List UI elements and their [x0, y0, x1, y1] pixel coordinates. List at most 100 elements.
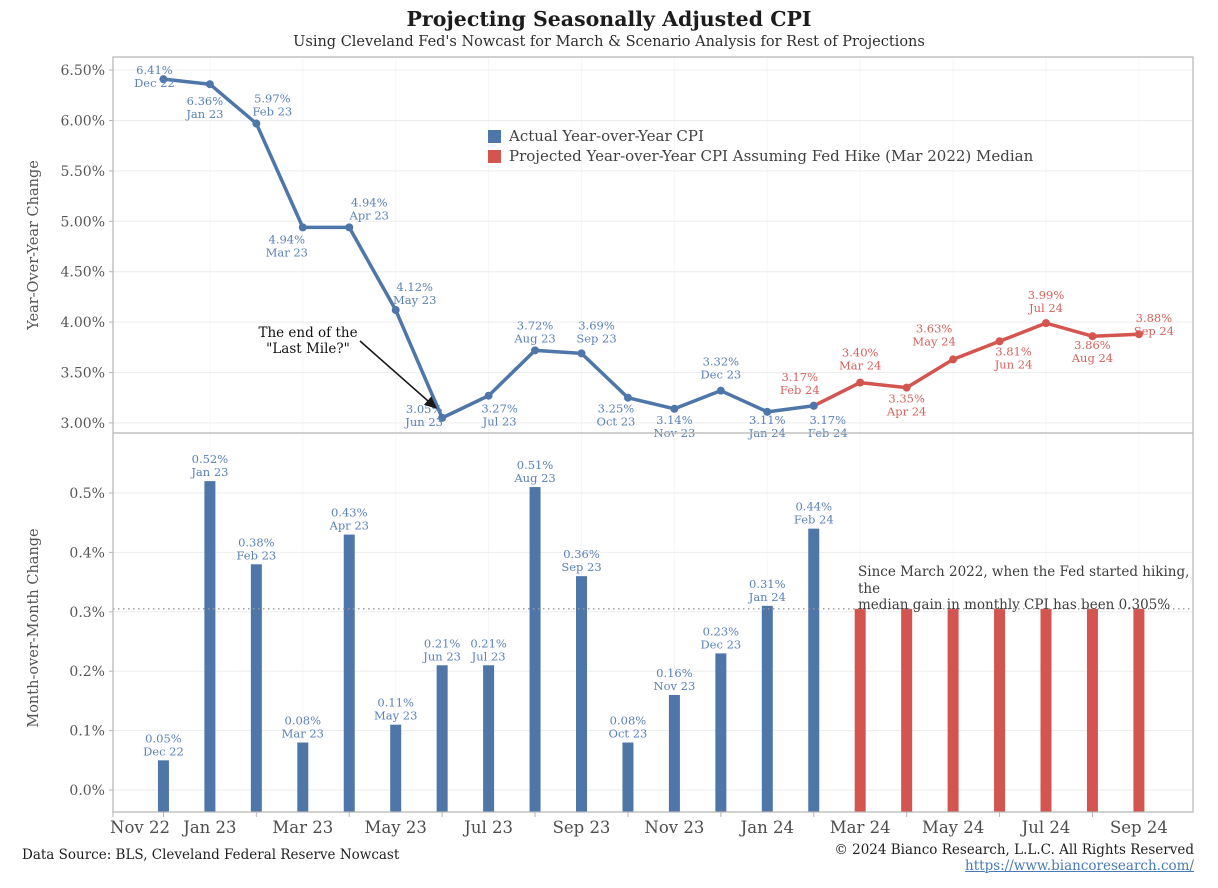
yoy-point-actual-mar-23 [298, 223, 307, 232]
mom-axis-title: Month-over-Month Change [26, 528, 42, 727]
mom-bar-value-feb-23: 0.38% [238, 535, 275, 549]
annotation-last-mile-line2: "Last Mile?" [266, 341, 350, 357]
x-tick-label-jul-24: Jul 24 [1020, 818, 1071, 837]
mom-bar-month-feb-23: Feb 23 [236, 548, 276, 562]
yoy-label-value-actual-dec-22: 6.41% [136, 63, 173, 77]
yoy-label-value-actual-jul-23: 3.27% [481, 402, 518, 416]
mom-bar-apr-23 [343, 534, 355, 812]
mom-bar-may-23 [390, 724, 402, 812]
mom-bar-month-dec-23: Dec 23 [700, 637, 741, 651]
x-tick-label-mar-23: Mar 23 [272, 818, 333, 837]
yoy-point-actual-jan-24 [763, 407, 772, 416]
legend-item-actual: Actual Year-over-Year CPI [488, 126, 1033, 146]
annotation-median-line2: median gain in monthly CPI has been 0.30… [858, 597, 1171, 613]
yoy-label-value-projected-feb-24: 3.17% [781, 370, 818, 384]
yoy-ytick-label-6: 6.00% [61, 114, 105, 130]
yoy-point-projected-jun-24 [995, 337, 1004, 346]
yoy-point-actual-dec-23 [716, 386, 725, 395]
legend-item-projected: Projected Year-over-Year CPI Assuming Fe… [488, 146, 1033, 166]
annotation-last-mile: The end of the "Last Mile?" [228, 325, 388, 357]
mom-bar-mar-23 [297, 742, 309, 812]
mom-bar-value-aug-23: 0.51% [517, 458, 554, 472]
mom-bar-jul-23 [483, 665, 495, 812]
mom-panel: 0.05%Dec 220.52%Jan 230.38%Feb 230.08%Ma… [113, 433, 1193, 812]
footer-copyright-block: © 2024 Bianco Research, L.L.C. All Right… [834, 842, 1194, 874]
mom-bar-month-sep-23: Sep 23 [561, 560, 601, 574]
legend: Actual Year-over-Year CPI Projected Year… [488, 126, 1033, 166]
yoy-label-value-projected-mar-24: 3.40% [842, 346, 879, 360]
mom-bar-feb-24 [808, 528, 820, 812]
yoy-point-actual-jul-23 [484, 391, 493, 400]
mom-bar-jun-24 [994, 608, 1006, 812]
yoy-point-actual-aug-23 [531, 346, 540, 355]
x-tick-label-jan-24: Jan 24 [739, 818, 794, 837]
mom-bar-month-jul-23: Jul 23 [471, 649, 506, 663]
yoy-label-value-actual-feb-24: 3.17% [809, 413, 846, 427]
mom-bar-month-may-23: May 23 [374, 709, 417, 723]
mom-bar-value-jul-23: 0.21% [470, 636, 507, 650]
yoy-point-projected-sep-24 [1134, 330, 1143, 339]
x-tick-label-nov-23: Nov 23 [644, 818, 704, 837]
yoy-point-projected-may-24 [949, 355, 958, 364]
mom-bar-jan-23 [204, 481, 216, 812]
yoy-point-actual-dec-22 [159, 75, 168, 84]
yoy-label-value-actual-oct-23: 3.25% [598, 402, 635, 416]
mom-bar-value-may-23: 0.11% [377, 696, 414, 710]
mom-bar-feb-23 [250, 564, 262, 812]
yoy-label-month-actual-apr-23: Apr 23 [349, 208, 389, 222]
yoy-ytick-label-3.5: 3.50% [61, 366, 105, 382]
mom-bar-month-mar-23: Mar 23 [282, 726, 324, 740]
yoy-ytick-label-4: 4.00% [61, 315, 105, 331]
yoy-label-value-actual-apr-23: 4.94% [351, 195, 388, 209]
yoy-label-month-actual-may-23: May 23 [393, 293, 436, 307]
yoy-label-value-projected-jul-24: 3.99% [1028, 288, 1065, 302]
yoy-ytick-label-4.5: 4.50% [61, 265, 105, 281]
yoy-label-month-actual-aug-23: Aug 23 [513, 331, 555, 345]
yoy-line-projected [812, 321, 1141, 408]
x-tick-label-jan-23: Jan 23 [181, 818, 236, 837]
chart-subtitle: Using Cleveland Fed's Nowcast for March … [293, 34, 925, 50]
yoy-ytick-label-3: 3.00% [61, 416, 105, 432]
mom-bar-value-apr-23: 0.43% [331, 506, 368, 520]
yoy-label-value-projected-may-24: 3.63% [916, 321, 953, 335]
mom-ytick-label-0.3: 0.3% [69, 605, 105, 621]
yoy-point-projected-jul-24 [1042, 319, 1050, 328]
mom-bar-value-dec-22: 0.05% [145, 731, 182, 745]
mom-bar-value-mar-23: 0.08% [285, 713, 322, 727]
mom-bar-may-24 [947, 608, 959, 812]
yoy-label-month-projected-apr-24: Apr 24 [886, 405, 926, 419]
copyright-text: © 2024 Bianco Research, L.L.C. All Right… [834, 842, 1194, 858]
yoy-label-value-projected-jun-24: 3.81% [995, 344, 1032, 358]
yoy-label-month-actual-jun-23: Jun 23 [404, 415, 443, 429]
yoy-label-month-projected-sep-24: Sep 24 [1134, 324, 1174, 338]
legend-label-actual: Actual Year-over-Year CPI [509, 127, 704, 145]
mom-bar-value-dec-23: 0.23% [703, 624, 740, 638]
yoy-label-value-projected-apr-24: 3.35% [888, 392, 925, 406]
website-link[interactable]: https://www.biancoresearch.com/ [965, 858, 1194, 874]
yoy-label-month-actual-jul-23: Jul 23 [482, 415, 517, 429]
yoy-label-month-actual-feb-23: Feb 23 [252, 105, 292, 119]
yoy-point-actual-oct-23 [623, 393, 632, 402]
mom-bar-mar-24 [854, 608, 866, 812]
yoy-label-value-actual-jan-23: 6.36% [187, 94, 224, 108]
mom-ytick-label-0.5: 0.5% [69, 486, 105, 502]
yoy-label-month-projected-feb-24: Feb 24 [780, 383, 820, 397]
mom-bar-month-aug-23: Aug 23 [513, 471, 555, 485]
yoy-point-actual-may-23 [391, 306, 400, 315]
yoy-label-month-actual-sep-23: Sep 23 [576, 331, 616, 345]
x-tick-label-mar-24: Mar 24 [830, 818, 891, 837]
mom-ytick-label-0.2: 0.2% [69, 664, 105, 680]
yoy-point-actual-jun-23 [438, 413, 447, 422]
x-tick-label-may-23: May 23 [365, 818, 427, 837]
legend-label-projected: Projected Year-over-Year CPI Assuming Fe… [509, 147, 1034, 165]
mom-bar-month-jun-23: Jun 23 [422, 649, 461, 663]
yoy-point-actual-feb-24 [809, 401, 818, 410]
mom-bar-nov-23 [668, 694, 680, 812]
mom-bar-month-apr-23: Apr 23 [329, 519, 369, 533]
mom-bar-value-jan-24: 0.31% [749, 577, 786, 591]
yoy-point-actual-sep-23 [577, 349, 586, 358]
yoy-label-month-actual-jan-23: Jan 23 [185, 107, 223, 121]
yoy-label-value-actual-dec-23: 3.32% [703, 355, 740, 369]
yoy-point-actual-feb-23 [252, 119, 261, 128]
